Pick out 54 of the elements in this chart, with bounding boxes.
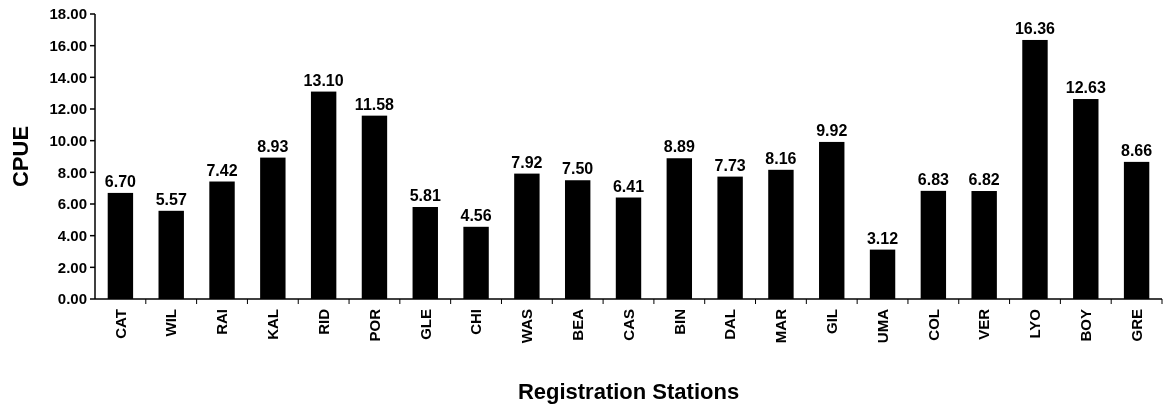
- y-tick-label: 0.00: [57, 290, 87, 308]
- data-label: 12.63: [1065, 79, 1106, 97]
- x-tick-label: POR: [365, 308, 383, 342]
- x-tick-label: BIN: [670, 309, 688, 335]
- y-tick-label: 6.00: [57, 195, 87, 213]
- x-tick-label: GIL: [822, 309, 840, 334]
- x-tick-label: UMA: [873, 308, 891, 344]
- y-tick-label: 4.00: [57, 226, 87, 244]
- x-tick-label: WAS: [518, 309, 536, 344]
- y-axis-title: CPUE: [8, 125, 33, 188]
- x-tick-label: MAR: [772, 308, 790, 344]
- x-tick-label: DAL: [721, 309, 739, 340]
- x-tick-label: COL: [924, 309, 942, 341]
- data-label: 6.70: [104, 172, 137, 190]
- x-tick-label: RID: [314, 308, 332, 335]
- x-tick-label: CHI: [467, 309, 485, 335]
- data-label: 13.10: [303, 71, 344, 89]
- data-label: 8.93: [257, 137, 289, 155]
- data-label: 8.89: [663, 138, 695, 156]
- data-label: 8.16: [765, 149, 797, 167]
- y-tick-label: 18.00: [49, 5, 87, 23]
- x-tick-label: CAS: [619, 309, 637, 341]
- x-tick-label: KAL: [264, 309, 282, 340]
- data-label: 4.56: [460, 206, 492, 224]
- x-tick-label: CAT: [111, 309, 129, 339]
- x-tick-label: VER: [975, 308, 993, 340]
- data-label: 8.66: [1121, 141, 1153, 159]
- data-label: 6.41: [612, 177, 645, 195]
- data-label: 11.58: [354, 95, 395, 113]
- y-tick-label: 8.00: [57, 163, 87, 181]
- x-tick-label: RAI: [213, 309, 231, 335]
- data-label: 6.83: [917, 170, 950, 188]
- data-label: 6.82: [968, 171, 1000, 189]
- y-tick-label: 16.00: [49, 36, 87, 54]
- x-tick-label: GLE: [416, 309, 434, 340]
- x-axis-title: Registration Stations: [517, 379, 740, 404]
- data-label: 16.36: [1014, 19, 1056, 37]
- x-tick-label: BEA: [568, 308, 586, 341]
- data-label: 7.73: [714, 156, 746, 174]
- y-tick-label: 10.00: [49, 131, 87, 149]
- x-tick-label: WIL: [162, 309, 180, 337]
- x-tick-label: GRE: [1127, 309, 1145, 342]
- data-label: 5.57: [155, 190, 187, 208]
- data-label: 7.92: [511, 153, 543, 171]
- data-label: 9.92: [816, 121, 848, 139]
- x-tick-label: LYO: [1026, 308, 1044, 339]
- data-label: 3.12: [866, 229, 899, 247]
- x-tick-label: BOY: [1077, 309, 1095, 342]
- data-label: 7.50: [562, 160, 594, 178]
- data-label: 7.42: [206, 161, 238, 179]
- y-tick-label: 2.00: [57, 258, 87, 276]
- data-label: 5.81: [409, 187, 441, 205]
- y-tick-label: 12.00: [49, 100, 87, 118]
- y-tick-label: 14.00: [49, 68, 87, 86]
